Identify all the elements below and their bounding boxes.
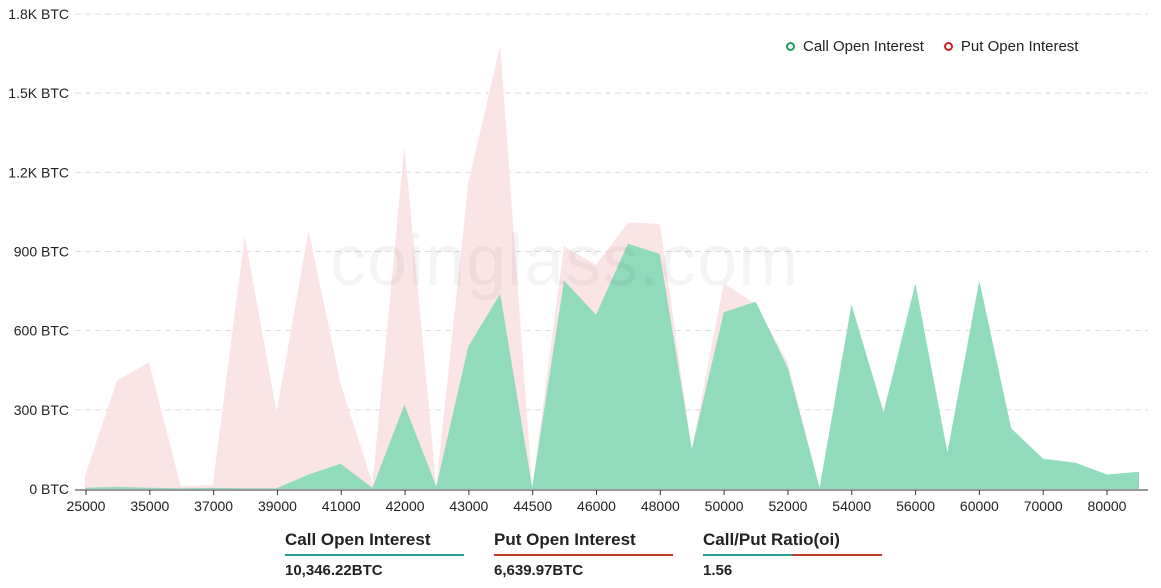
call-oi-value: 10,346.22BTC bbox=[285, 562, 383, 579]
y-tick-label: 300 BTC bbox=[14, 402, 69, 418]
ratio-value: 1.56 bbox=[703, 562, 733, 579]
x-tick-label: 44500 bbox=[513, 498, 552, 514]
x-tick-label: 50000 bbox=[705, 498, 744, 514]
y-tick-label: 900 BTC bbox=[14, 244, 69, 260]
x-tick-label: 80000 bbox=[1088, 498, 1127, 514]
x-tick-label: 39000 bbox=[258, 498, 297, 514]
call-oi-stat: Call Open Interest 10,346.22BTC bbox=[285, 530, 464, 579]
call-oi-area bbox=[85, 243, 1139, 489]
x-tick-label: 56000 bbox=[896, 498, 935, 514]
y-tick-label: 1.5K BTC bbox=[8, 85, 69, 101]
y-tick-label: 0 BTC bbox=[29, 481, 69, 497]
ratio-underline bbox=[703, 554, 882, 556]
put-oi-value: 6,639.97BTC bbox=[494, 562, 584, 579]
put-oi-underline bbox=[494, 554, 673, 556]
x-tick-label: 48000 bbox=[641, 498, 680, 514]
oi-summary: Call Open Interest 10,346.22BTC Put Open… bbox=[285, 530, 882, 579]
x-tick-label: 41000 bbox=[322, 498, 361, 514]
call-dot-icon bbox=[786, 42, 795, 51]
call-oi-underline bbox=[285, 554, 464, 556]
legend-put[interactable]: Put Open Interest bbox=[943, 38, 1079, 55]
x-tick-label: 54000 bbox=[832, 498, 871, 514]
legend-put-label: Put Open Interest bbox=[960, 38, 1079, 55]
y-tick-label: 1.2K BTC bbox=[8, 164, 69, 180]
x-tick-label: 35000 bbox=[130, 498, 169, 514]
chart-legend: Call Open Interest Put Open Interest bbox=[786, 38, 1078, 55]
call-oi-label: Call Open Interest bbox=[285, 530, 431, 549]
put-oi-area bbox=[85, 45, 1139, 489]
x-tick-label: 60000 bbox=[960, 498, 999, 514]
y-tick-label: 1.8K BTC bbox=[8, 6, 69, 22]
y-tick-label: 600 BTC bbox=[14, 323, 69, 339]
watermark: coinglass.com bbox=[330, 220, 799, 302]
x-tick-label: 37000 bbox=[194, 498, 233, 514]
put-oi-label: Put Open Interest bbox=[494, 530, 636, 549]
x-tick-label: 43000 bbox=[449, 498, 488, 514]
oi-chart: 0 BTC 300 BTC 600 BTC 900 BTC 1.2K BTC 1.5K B… bbox=[8, 6, 1148, 514]
ratio-stat: Call/Put Ratio(oi) 1.56 bbox=[703, 530, 882, 579]
x-tick-label: 52000 bbox=[768, 498, 807, 514]
x-tick-label: 42000 bbox=[386, 498, 425, 514]
y-axis-ticks: 0 BTC 300 BTC 600 BTC 900 BTC 1.2K BTC 1.5K B… bbox=[8, 6, 69, 497]
x-axis-ticks: 25000 35000 37000 39000 41000 42000 43000 44500… bbox=[67, 490, 1127, 514]
put-oi-stat: Put Open Interest 6,639.97BTC bbox=[494, 530, 673, 579]
x-tick-label: 25000 bbox=[67, 498, 106, 514]
legend-call[interactable]: Call Open Interest bbox=[786, 38, 924, 55]
x-tick-label: 46000 bbox=[577, 498, 616, 514]
put-dot-icon bbox=[943, 42, 953, 51]
ratio-label: Call/Put Ratio(oi) bbox=[703, 530, 840, 549]
chart-areas bbox=[85, 45, 1139, 489]
legend-call-label: Call Open Interest bbox=[803, 38, 924, 55]
x-tick-label: 70000 bbox=[1024, 498, 1063, 514]
